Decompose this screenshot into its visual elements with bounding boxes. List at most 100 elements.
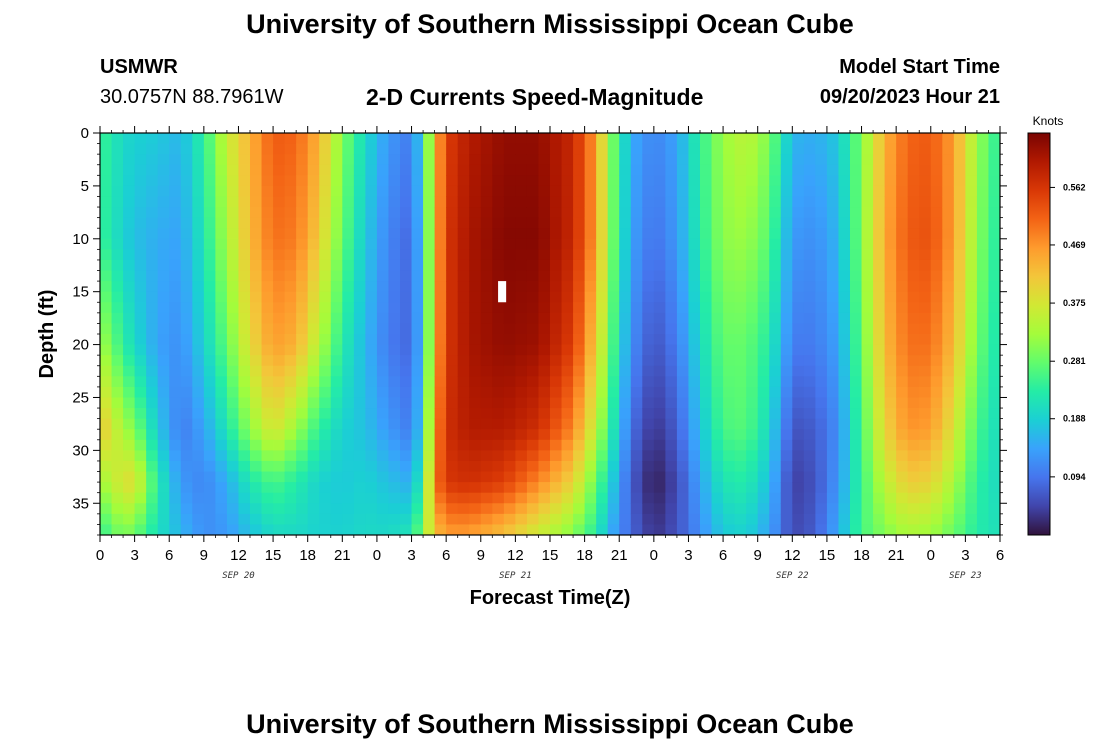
heatmap-cell (769, 492, 782, 504)
heatmap-cell (146, 175, 159, 187)
heatmap-cell (861, 397, 874, 409)
heatmap-cell (226, 228, 239, 240)
heatmap-cell (596, 418, 609, 430)
heatmap-cell (526, 217, 539, 229)
heatmap-cell (307, 185, 320, 197)
heatmap-cell (757, 281, 770, 293)
heatmap-cell (192, 355, 205, 367)
heatmap-cell (503, 334, 516, 346)
heatmap-cell (192, 334, 205, 346)
heatmap-cell (365, 492, 378, 504)
heatmap-cell (353, 133, 366, 145)
heatmap-cell (146, 344, 159, 356)
heatmap-cell (792, 450, 805, 462)
heatmap-cell (769, 429, 782, 441)
heatmap-cell (630, 334, 643, 346)
heatmap-cell (180, 524, 193, 536)
heatmap-cell (376, 154, 389, 166)
heatmap-cell (942, 185, 955, 197)
heatmap-cell (238, 175, 251, 187)
heatmap-cell (111, 302, 124, 314)
heatmap-cell (919, 133, 932, 145)
heatmap-cell (296, 344, 309, 356)
heatmap-cell (434, 312, 447, 324)
heatmap-cell (134, 408, 147, 420)
heatmap-cell (273, 249, 286, 261)
heatmap-cell (100, 196, 113, 208)
heatmap-cell (953, 228, 966, 240)
heatmap-cell (353, 270, 366, 282)
heatmap-cell (803, 143, 816, 155)
heatmap-cell (919, 154, 932, 166)
heatmap-cell (376, 143, 389, 155)
heatmap-cell (261, 217, 274, 229)
heatmap-cell (434, 323, 447, 335)
heatmap-cell (746, 482, 759, 494)
heatmap-cell (238, 482, 251, 494)
heatmap-cell (665, 249, 678, 261)
heatmap-cell (330, 439, 343, 451)
heatmap-cell (596, 397, 609, 409)
heatmap-cell (284, 196, 297, 208)
heatmap-cell (376, 386, 389, 398)
heatmap-cell (526, 397, 539, 409)
heatmap-cell (203, 154, 216, 166)
heatmap-cell (146, 513, 159, 525)
heatmap-cell (238, 238, 251, 250)
heatmap-cell (388, 376, 401, 388)
heatmap-cell (515, 323, 528, 335)
heatmap-cell (792, 492, 805, 504)
heatmap-cell (238, 397, 251, 409)
heatmap-cell (850, 302, 863, 314)
heatmap-cell (550, 323, 563, 335)
heatmap-cell (157, 460, 170, 473)
heatmap-cell (838, 471, 851, 483)
heatmap-cell (596, 355, 609, 367)
heatmap-cell (238, 217, 251, 229)
heatmap-cell (676, 302, 689, 314)
colorbar-tick-label: 0.094 (1063, 472, 1086, 482)
heatmap-cell (215, 492, 228, 504)
heatmap-cell (596, 376, 609, 388)
heatmap-cell (342, 439, 355, 451)
heatmap-cell (319, 408, 332, 420)
heatmap-cell (792, 482, 805, 494)
heatmap-cell (376, 217, 389, 229)
heatmap-cell (226, 154, 239, 166)
heatmap-cell (376, 175, 389, 187)
heatmap-cell (676, 408, 689, 420)
heatmap-cell (700, 175, 713, 187)
heatmap-cell (965, 439, 978, 451)
heatmap-cell (757, 175, 770, 187)
heatmap-cell (169, 524, 182, 536)
heatmap-cell (388, 217, 401, 229)
heatmap-cell (446, 386, 459, 398)
heatmap-cell (642, 355, 655, 367)
heatmap-cell (596, 217, 609, 229)
heatmap-cell (319, 207, 332, 219)
heatmap-cell (723, 238, 736, 250)
heatmap-cell (400, 312, 413, 324)
heatmap-cell (388, 207, 401, 219)
heatmap-cell (388, 397, 401, 409)
heatmap-cell (503, 185, 516, 197)
heatmap-cell (850, 450, 863, 462)
heatmap-cell (907, 154, 920, 166)
heatmap-cell (619, 355, 632, 367)
heatmap-cell (250, 513, 263, 525)
heatmap-cell (826, 513, 839, 525)
heatmap-cell (826, 259, 839, 272)
heatmap-cell (261, 133, 274, 145)
heatmap-cell (215, 408, 228, 420)
heatmap-cell (515, 207, 528, 219)
heatmap-cell (965, 418, 978, 430)
heatmap-cell (365, 143, 378, 155)
heatmap-cell (596, 386, 609, 398)
heatmap-cell (873, 238, 886, 250)
heatmap-cell (550, 471, 563, 483)
heatmap-cell (988, 175, 1001, 187)
heatmap-cell (319, 376, 332, 388)
heatmap-cell (803, 344, 816, 356)
heatmap-cell (550, 482, 563, 494)
heatmap-cell (803, 207, 816, 219)
